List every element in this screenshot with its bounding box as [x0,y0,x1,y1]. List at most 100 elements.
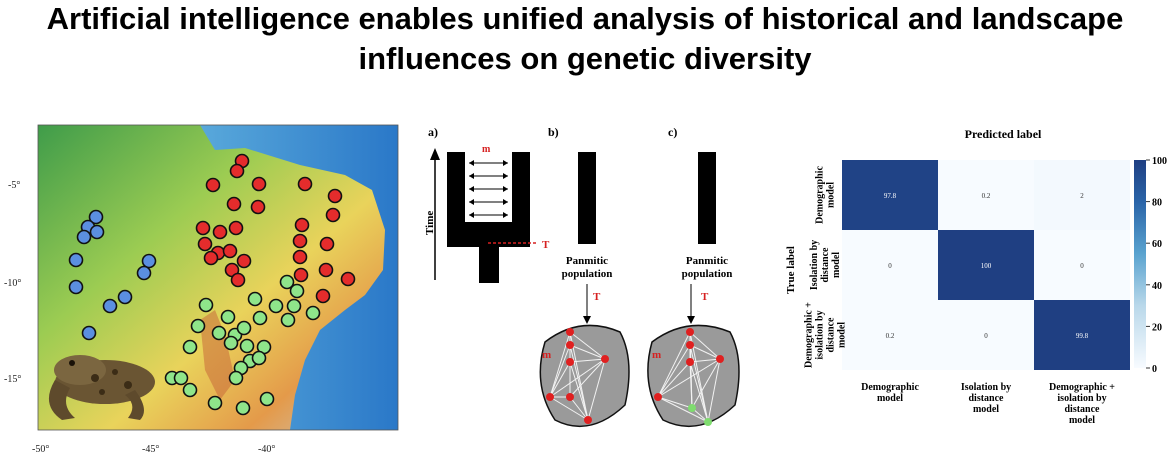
cell-2-2 [1034,300,1130,370]
sample-point-green [235,400,251,416]
col-label-2-line-0: Demographic + [1049,382,1115,393]
sample-point-green [173,370,189,386]
sample-point-red [236,253,252,269]
t-label-b: T [593,291,601,303]
sample-point-blue [136,265,152,281]
sample-point-green [236,320,252,336]
sample-point-red [340,271,356,287]
cell-value-0-2: 2 [1080,192,1084,200]
cell-0-0 [842,160,938,230]
sample-point-green [228,370,244,386]
sample-point-red [318,262,334,278]
t-label-a: T [542,239,550,251]
sample-point-green [252,310,268,326]
sample-point-red [228,220,244,236]
col-label-2-line-2: distance [1065,404,1101,415]
colorbar-tick-label: 100 [1152,156,1167,167]
predicted-label-title: Predicted label [965,127,1042,141]
network-node [686,358,694,366]
frog-illustration [48,355,155,420]
row-label-1-line-1: distance [820,247,831,283]
sample-point-blue [89,224,105,240]
cell-1-1 [938,230,1034,300]
network-c [654,328,724,426]
row-label-2-line-0: Demographic + [804,302,815,368]
migration-label-a: m [482,144,491,155]
sample-point-blue [76,229,92,245]
network-node [566,341,574,349]
cell-2-0 [842,300,938,370]
sample-point-red [250,199,266,215]
sample-point-red [203,250,219,266]
sample-point-red [212,224,228,240]
sample-point-red [229,163,245,179]
sample-point-blue [68,279,84,295]
colorbar-tick-label: 0 [1152,364,1157,375]
sample-point-red [292,233,308,249]
network-node [686,341,694,349]
network-node [688,404,696,412]
cell-value-0-1: 0.2 [982,192,991,200]
sample-point-green [286,298,302,314]
col-label-2-line-3: model [1069,415,1095,426]
sample-point-green [239,338,255,354]
lat-label-5: -5° [8,180,20,191]
panmictic-c-line1: Panmitic [686,255,728,267]
panmictic-b-line2: population [562,268,613,280]
sample-point-red [315,288,331,304]
sample-point-blue [102,298,118,314]
landscape-b [539,324,630,427]
sample-point-red [327,188,343,204]
highland [200,310,235,400]
sampling-map: -5° -10° -15° -50° -45° -40° [4,124,399,455]
migration-label-b: m [542,349,551,361]
colorbar [1134,160,1146,368]
cell-value-2-1: 0 [984,332,988,340]
sample-point-red [251,176,267,192]
true-label-title: True label [785,246,797,294]
panel-b-label: b) [548,125,559,139]
confusion-matrix: Predicted label True label 97.8 0.2 20 100 0… [785,127,1167,426]
lon-label-45: -45° [142,444,159,455]
col-label-2-line-1: isolation by [1057,393,1106,404]
cell-0-2 [1034,160,1130,230]
colorbar-tick-label: 40 [1152,281,1162,292]
sample-point-blue [141,253,157,269]
lon-label-50: -50° [32,444,49,455]
sample-point-green [190,318,206,334]
colorbar-tick-label: 60 [1152,239,1162,250]
sample-point-red [230,272,246,288]
sample-point-green [259,391,275,407]
lat-label-15: -15° [4,374,21,385]
row-label-0-line-1: model [826,182,837,208]
lat-label-10: -10° [4,278,21,289]
population-bar-b [578,152,596,244]
panel-c-label: c) [668,125,677,139]
network-node [546,393,554,401]
row-label-2-line-2: distance [826,317,837,353]
sample-point-blue [81,325,97,341]
sample-point-red [195,220,211,236]
col-label-0-line-0: Demographic [861,382,919,393]
col-label-0-line-1: model [877,393,903,404]
network-node [654,393,662,401]
sample-point-green [305,305,321,321]
panel-a-label: a) [428,125,438,139]
row-label-0-line-0: Demographic [815,166,826,224]
cell-value-1-0: 0 [888,262,892,270]
sample-point-green [268,298,284,314]
network-node [716,355,724,363]
row-label-2-line-1: isolation by [815,310,826,359]
panmictic-c-line2: population [682,268,733,280]
sample-point-green [280,312,296,328]
sample-point-green [251,350,267,366]
sample-point-red [197,236,213,252]
cell-1-2 [1034,230,1130,300]
network-node [601,355,609,363]
sample-point-red [226,196,242,212]
heatmap-cells: 97.8 0.2 2 0 100 0 0.2 0 99.8 [842,160,1130,370]
network-node [584,416,592,424]
cell-value-2-0: 0.2 [886,332,895,340]
